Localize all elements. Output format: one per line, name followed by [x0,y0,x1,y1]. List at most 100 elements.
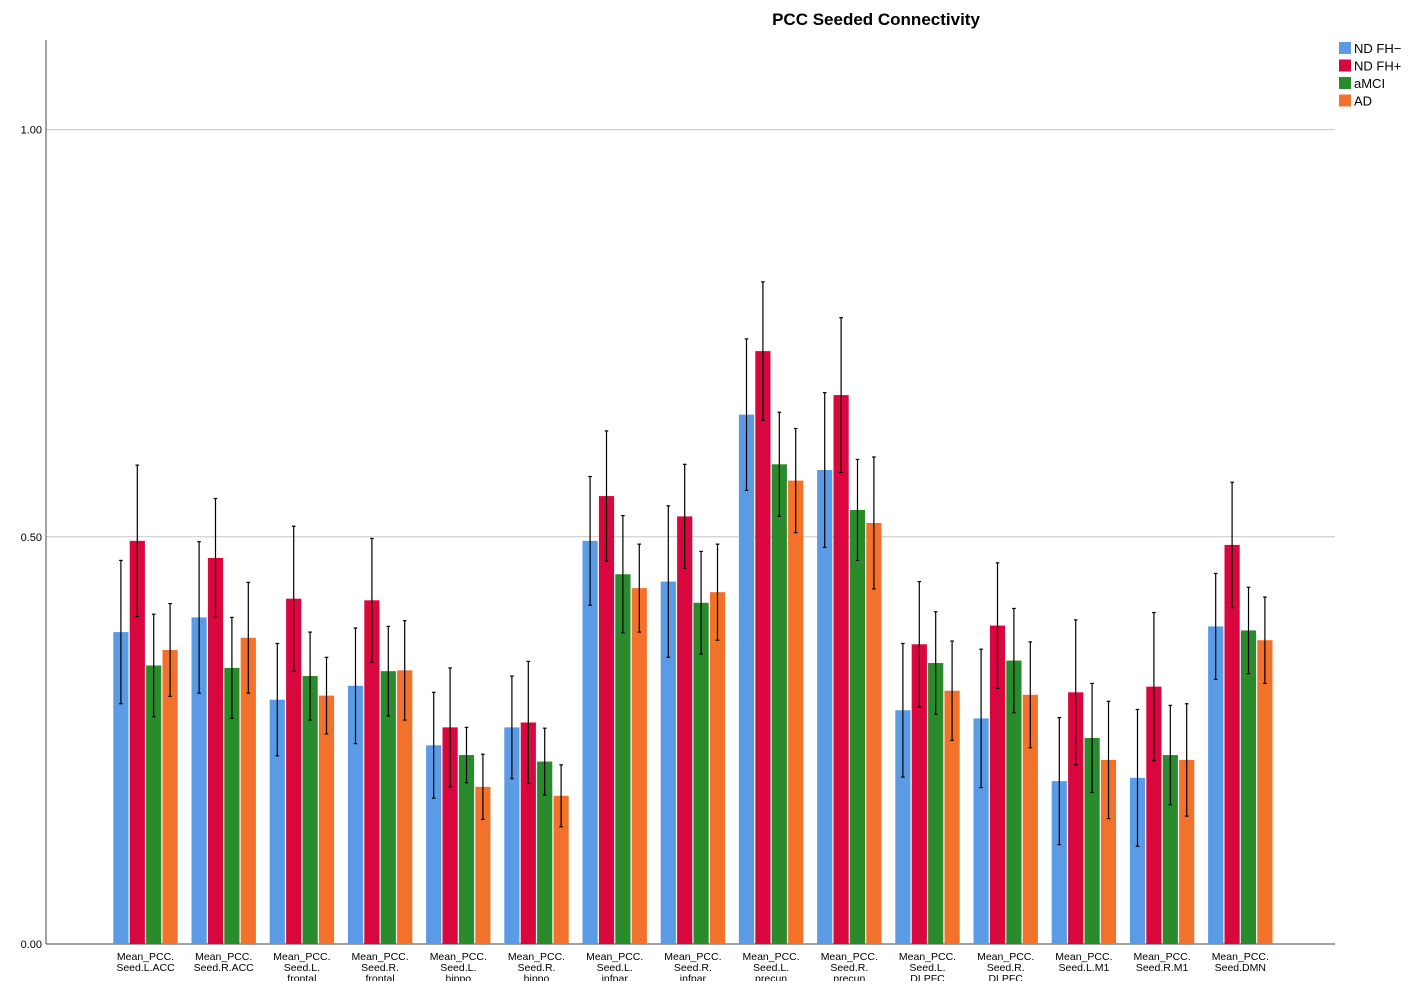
bar [146,665,162,944]
legend-swatch [1339,59,1351,72]
y-tick-label: 0.00 [21,939,42,951]
bar [755,351,771,944]
x-tick-label: Seed.L. [909,962,945,974]
bar [162,649,178,944]
legend-label: AD [1354,94,1372,109]
x-tick-label: Mean_PCC. [1055,951,1112,963]
bar [129,540,145,944]
y-tick-labels: 0.00 0.50 1.00 [21,125,42,951]
x-tick-label: Mean_PCC. [821,951,878,963]
x-tick-label: precun [833,973,865,981]
bar [397,670,413,944]
bar [1051,781,1067,944]
bar [771,464,787,944]
bar [1162,755,1178,944]
x-tick-label: Seed.L.M1 [1059,962,1110,974]
x-tick-label: Mean_PCC. [899,951,956,963]
x-tick-label: Seed.L. [753,962,789,974]
x-tick-label: Seed.R. [987,962,1025,974]
x-tick-label: infpar [602,973,629,981]
bar [1022,694,1038,944]
bar [582,540,598,944]
bars [113,351,1273,945]
legend-swatch [1339,94,1351,107]
x-tick-label: Mean_PCC. [195,951,252,963]
bar [833,395,849,944]
bar [380,671,396,944]
x-tick-label: Mean_PCC. [508,951,565,963]
x-tick-label: Seed.L. [440,962,476,974]
bar [191,617,207,944]
x-tick-label: Seed.R.ACC [194,962,255,974]
x-tick-label: Mean_PCC. [664,951,721,963]
bar [269,699,285,944]
y-tick-label: 0.50 [21,532,42,544]
x-tick-label: Seed.R. [830,962,868,974]
bar [426,745,442,944]
x-tick-label: precun [755,973,787,981]
bar [302,676,318,944]
legend-swatch [1339,77,1351,89]
bar [1068,692,1084,944]
bar [660,581,676,944]
bar [631,588,647,944]
bar [458,755,475,944]
bar [1146,686,1162,944]
bar [738,414,755,945]
bar [866,522,882,944]
legend-label: ND FH− [1354,41,1401,56]
x-tick-label: Seed.R. [518,962,556,974]
bar [911,644,927,944]
bar [553,795,569,944]
bar [475,786,491,944]
legend-swatch [1339,42,1351,54]
y-tick-label: 1.00 [21,125,42,137]
bar [364,600,380,944]
bar [1179,759,1195,944]
x-tick-label: DLPFC [988,973,1023,981]
x-tick-label: Seed.DMN [1215,962,1266,974]
x-tick-label: Seed.R.M1 [1136,962,1189,974]
error-bars [119,281,1267,847]
bar [1084,737,1100,944]
bar [973,718,989,944]
bar [598,496,615,944]
x-category-labels: Mean_PCC.Seed.L.ACCMean_PCC.Seed.R.ACCMe… [116,951,1269,981]
gridlines [46,129,1335,538]
x-tick-label: Seed.L. [597,962,633,974]
bar [1257,640,1273,944]
x-tick-label: Mean_PCC. [977,951,1034,963]
x-tick-label: Seed.R. [674,962,712,974]
bar [989,625,1006,944]
x-tick-label: Mean_PCC. [1133,951,1190,963]
x-tick-label: Mean_PCC. [1212,951,1269,963]
x-tick-label: Seed.L.ACC [116,962,175,974]
bar [709,592,726,944]
x-tick-label: DLPFC [910,973,945,981]
bar [1100,759,1117,944]
bar [537,761,553,944]
x-tick-label: Mean_PCC. [742,951,799,963]
chart-title: PCC Seeded Connectivity [772,10,980,29]
x-tick-label: Mean_PCC. [586,951,643,963]
bar [286,598,302,944]
x-tick-label: frontal [287,973,316,981]
bar [347,685,364,944]
legend-label: ND FH+ [1354,59,1401,74]
bar [677,516,693,944]
bar [520,722,536,944]
bar [113,632,129,944]
x-tick-label: hippo [524,973,550,981]
x-tick-label: infpar [680,973,707,981]
bar [1208,626,1224,944]
x-tick-label: Mean_PCC. [351,951,408,963]
x-tick-label: Mean_PCC. [117,951,174,963]
bar [240,637,256,944]
bar [442,727,458,944]
legend: ND FH− ND FH+ aMCI AD [1339,41,1401,109]
bar [1240,630,1257,944]
legend-label: aMCI [1354,76,1385,91]
bar [944,690,960,944]
x-tick-label: Seed.L. [284,962,320,974]
x-tick-label: Mean_PCC. [273,951,330,963]
